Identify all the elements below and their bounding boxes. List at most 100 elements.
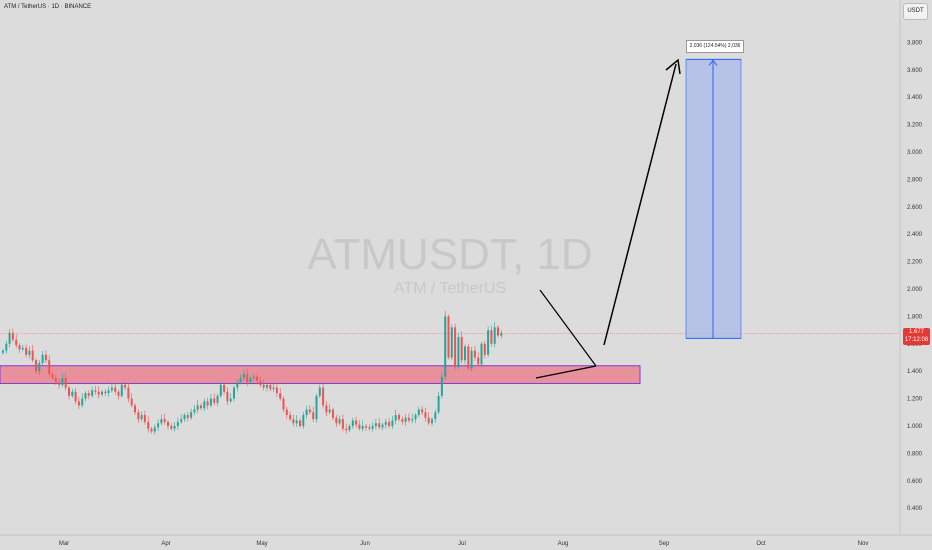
candle-body <box>213 398 216 403</box>
x-tick-label: Apr <box>161 541 170 547</box>
x-tick-label: Nov <box>858 541 869 547</box>
candle-body <box>467 346 470 369</box>
candle-body <box>186 415 189 418</box>
candle-body <box>137 412 140 420</box>
candle-body <box>200 405 202 409</box>
candle-body <box>170 426 173 429</box>
candle-body <box>44 354 47 361</box>
candle-body <box>444 316 447 377</box>
candle-body <box>84 393 87 399</box>
candle-body <box>388 421 391 426</box>
currency-button[interactable]: USDT <box>903 3 928 20</box>
candle-body <box>266 384 268 388</box>
candle-body <box>193 409 196 413</box>
candle-body <box>421 409 424 413</box>
candle-body <box>398 415 400 420</box>
candle-body <box>328 409 331 413</box>
projection-arrowhead <box>708 59 718 66</box>
y-tick-label: 2.000 <box>907 287 923 293</box>
x-tick-label: Jun <box>360 541 370 547</box>
x-tick-label: Jul <box>458 541 466 547</box>
y-tick-label: 2.800 <box>907 177 923 183</box>
candle-body <box>464 346 466 361</box>
candle-body <box>318 387 321 396</box>
candle-body <box>483 343 486 355</box>
candle-body <box>94 390 97 392</box>
y-tick-label: 3.000 <box>907 150 923 156</box>
y-tick-label: 2.600 <box>907 205 923 211</box>
y-tick-label: 3.600 <box>907 68 923 74</box>
candle-body <box>381 424 384 428</box>
candle-body <box>91 390 94 396</box>
candle-body <box>302 415 305 426</box>
candle-body <box>473 350 476 358</box>
candle-body <box>322 387 325 406</box>
candle-body <box>160 419 163 424</box>
candle-body <box>38 362 41 372</box>
candle-body <box>351 420 354 426</box>
candle-body <box>173 426 176 429</box>
candle-body <box>176 421 179 426</box>
candle-body <box>407 417 410 421</box>
symbol-header: ATM / TetherUS · 1D · BINANCE <box>4 4 92 10</box>
bar-countdown: 17:12:08 <box>904 337 929 343</box>
candle-body <box>41 354 44 363</box>
candle-body <box>477 357 480 365</box>
candle-body <box>378 423 381 428</box>
candle-body <box>480 343 483 365</box>
candle-body <box>308 409 311 413</box>
candle-body <box>292 419 295 424</box>
candle-body <box>58 382 61 385</box>
candle-body <box>282 398 285 410</box>
candle-body <box>368 427 371 429</box>
watermark-title: ATMUSDT, 1D <box>307 230 593 279</box>
candle-body <box>299 420 301 426</box>
y-tick-label: 0.600 <box>907 479 923 485</box>
support-zone <box>0 365 641 385</box>
candle-body <box>71 391 74 396</box>
candle-body <box>209 398 212 406</box>
current-price-value: 1.677 <box>908 329 924 335</box>
candle-body <box>180 419 183 422</box>
candle-body <box>31 350 34 361</box>
candle-body <box>256 376 259 381</box>
candle-body <box>130 398 133 406</box>
current-price-tag: 1.677 17:12:08 <box>903 328 930 345</box>
candle-body <box>153 427 156 432</box>
candle-body <box>305 409 308 416</box>
candle-body <box>460 336 463 361</box>
candle-body <box>167 421 169 426</box>
y-tick-label: 2.400 <box>907 232 923 238</box>
candle-body <box>21 347 24 350</box>
candle-body <box>341 419 344 429</box>
candle-body <box>124 384 127 388</box>
candle-body <box>226 391 229 402</box>
candle-body <box>239 378 242 383</box>
candle-body <box>312 412 315 420</box>
candle-body <box>236 382 239 388</box>
candle-body <box>450 327 453 358</box>
candle-body <box>427 417 430 424</box>
breakout-arrow <box>603 63 677 346</box>
y-tick-label: 0.400 <box>907 506 923 512</box>
candle-body <box>223 384 226 392</box>
candle-body <box>68 387 70 396</box>
triangle-upper-line <box>539 289 597 367</box>
candle-body <box>411 419 414 421</box>
candle-body <box>242 373 245 379</box>
candle-body <box>11 332 14 340</box>
candle-body <box>361 426 364 429</box>
candle-body <box>497 327 499 336</box>
y-tick-label: 3.200 <box>907 123 923 129</box>
candle-body <box>216 395 219 403</box>
candle-body <box>285 409 288 416</box>
x-tick-label: Aug <box>558 541 569 547</box>
candle-body <box>414 415 417 420</box>
candle-body <box>371 426 374 429</box>
candle-body <box>120 384 123 396</box>
candle-body <box>107 390 110 394</box>
candle-body <box>401 419 404 422</box>
candle-body <box>391 420 394 426</box>
y-tick-label: 3.800 <box>907 40 923 46</box>
